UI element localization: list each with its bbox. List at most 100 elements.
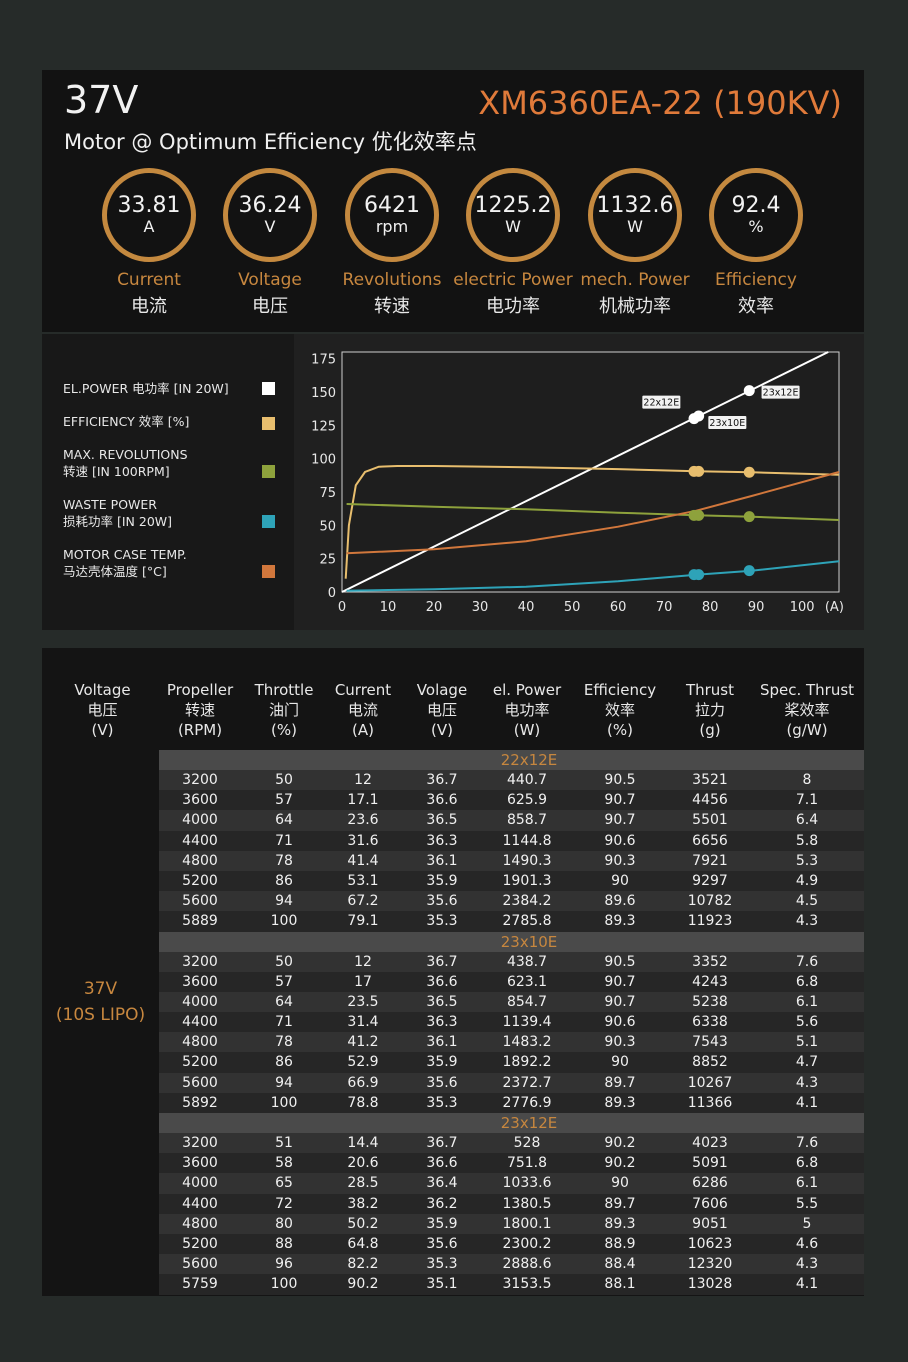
table-cell: 14.4 — [347, 1135, 379, 1151]
table-row: 5759 100 90.2 35.1 3153.5 88.1 13028 4.1 — [159, 1274, 864, 1295]
table-cell: 858.7 — [506, 812, 548, 829]
table-cell: 2384.2 — [502, 893, 552, 910]
table-cell: 6.8 — [795, 973, 819, 990]
table-cell: 4.9 — [795, 872, 819, 889]
table-cell: 51 — [275, 1135, 293, 1151]
y-tick-label: 150 — [311, 386, 336, 401]
table-cell: 9297 — [692, 872, 728, 889]
table-cell: 1892.2 — [502, 1054, 552, 1071]
table-cell: 7.1 — [795, 792, 819, 809]
table-cell: 64.8 — [347, 1235, 379, 1252]
column-header: Volage 电压 (V) — [416, 681, 468, 739]
y-tick-label: 25 — [319, 553, 336, 568]
voltage-value: 37V (10S LIPO) — [55, 979, 146, 1025]
table-cell: 9051 — [692, 1215, 728, 1232]
table-cell: 100 — [270, 1276, 298, 1293]
table-cell: 5200 — [182, 1235, 218, 1252]
table-cell: 36.5 — [426, 812, 458, 829]
y-tick-label: 175 — [311, 353, 336, 368]
table-cell: 36.3 — [426, 832, 458, 849]
stat-label-cn: 电功率 — [486, 296, 540, 317]
x-tick-label: 80 — [702, 600, 719, 615]
table-cell: 5600 — [182, 1256, 218, 1273]
table-cell: 4456 — [692, 792, 728, 809]
legend-swatch — [262, 515, 275, 528]
table-row: 5200 86 53.1 35.9 1901.3 90 9297 4.9 — [159, 870, 864, 892]
table-cell: 82.2 — [347, 1256, 379, 1273]
table-row: 3600 58 20.6 36.6 751.8 90.2 5091 6.8 — [159, 1153, 864, 1174]
table-cell: 3600 — [182, 1155, 218, 1172]
legend-swatch — [262, 565, 275, 578]
data-point-marker — [693, 509, 705, 521]
table-cell: 13028 — [687, 1276, 733, 1293]
stat-unit: rpm — [375, 217, 409, 236]
table-cell: 53.1 — [347, 872, 379, 889]
table-cell: 4.3 — [795, 913, 819, 930]
table-cell: 6286 — [692, 1175, 728, 1192]
data-point-marker — [693, 569, 705, 581]
table-cell: 3521 — [692, 772, 728, 788]
table-cell: 89.7 — [604, 1074, 636, 1091]
table-cell: 6.1 — [795, 993, 819, 1010]
table-cell: 7606 — [692, 1195, 728, 1212]
table-cell: 3600 — [182, 973, 218, 990]
table-cell: 31.6 — [347, 832, 379, 849]
y-tick-label: 75 — [319, 486, 336, 501]
table-row: 5600 94 66.9 35.6 2372.7 89.7 10267 4.3 — [159, 1072, 864, 1093]
x-tick-label: (A) — [825, 600, 844, 615]
table-cell: 1033.6 — [502, 1175, 552, 1192]
legend-label: MOTOR CASE TEMP. 马达壳体温度 [°C] — [63, 547, 187, 579]
table-cell: 36.3 — [426, 1014, 458, 1031]
legend-label: EFFICIENCY 效率 [%] — [63, 414, 190, 429]
table-cell: 89.6 — [604, 893, 636, 910]
data-table-panel: Voltage 电压 (V) 37V (10S LIPO) Propeller 转… — [42, 648, 864, 1296]
subtitle: Motor @ Optimum Efficiency 优化效率点 — [64, 130, 477, 154]
stat-label-cn: 电压 — [252, 296, 288, 317]
stat-label-cn: 电流 — [131, 296, 167, 317]
legend-swatch — [262, 417, 275, 430]
annotation-box — [761, 385, 800, 399]
table-cell: 1380.5 — [502, 1195, 552, 1212]
table-cell: 440.7 — [506, 772, 548, 788]
table-row: 5892 100 78.8 35.3 2776.9 89.3 11366 4.1 — [159, 1092, 864, 1113]
table-cell: 12 — [354, 953, 372, 970]
table-cell: 17.1 — [347, 792, 379, 809]
table-cell: 2888.6 — [502, 1256, 552, 1273]
group-title: 23x10E — [159, 931, 864, 952]
table-cell: 90.6 — [604, 1014, 636, 1031]
table-cell: 89.7 — [604, 1195, 636, 1212]
table-cell: 5.3 — [795, 852, 819, 869]
stat-ring: 6421 rpm — [345, 168, 439, 262]
table-cell: 12320 — [687, 1256, 733, 1273]
header-voltage: Voltage 电压 (V) — [74, 681, 131, 739]
table-cell: 5238 — [692, 993, 728, 1010]
table-cell: 4400 — [182, 1195, 218, 1212]
x-tick-label: 50 — [564, 600, 581, 615]
x-tick-label: 20 — [426, 600, 443, 615]
stat-unit: A — [143, 217, 155, 236]
table-cell: 5600 — [182, 893, 218, 910]
stat-efficiency: 92.4 % Efficiency 效率 — [691, 168, 821, 318]
table-cell: 78 — [275, 852, 293, 869]
legend-label: WASTE POWER 损耗功率 [IN 20W] — [63, 497, 173, 529]
table-row: 5600 96 82.2 35.3 2888.6 88.4 12320 4.3 — [159, 1254, 864, 1275]
x-tick-label: 100 — [790, 600, 815, 615]
annotation-box — [642, 395, 681, 409]
table-cell: 35.9 — [426, 1215, 458, 1232]
table-cell: 4.3 — [795, 1256, 819, 1273]
table-cell: 8852 — [692, 1054, 728, 1071]
table-cell: 35.6 — [426, 1235, 458, 1252]
table-cell: 12 — [354, 772, 372, 788]
table-cell: 1490.3 — [502, 852, 552, 869]
table-cell: 3153.5 — [502, 1276, 552, 1293]
column-header: Efficiency 效率 (%) — [583, 681, 657, 739]
stat-label-en: Revolutions — [342, 270, 442, 290]
table-cell: 623.1 — [506, 973, 548, 990]
table-cell: 5.5 — [795, 1195, 819, 1212]
x-tick-label: 30 — [472, 600, 489, 615]
table-cell: 90.7 — [604, 792, 636, 809]
stat-label-en: Efficiency — [715, 270, 797, 290]
table-cell: 6338 — [692, 1014, 728, 1031]
table-cell: 3200 — [182, 772, 218, 788]
table-cell: 96 — [275, 1256, 293, 1273]
